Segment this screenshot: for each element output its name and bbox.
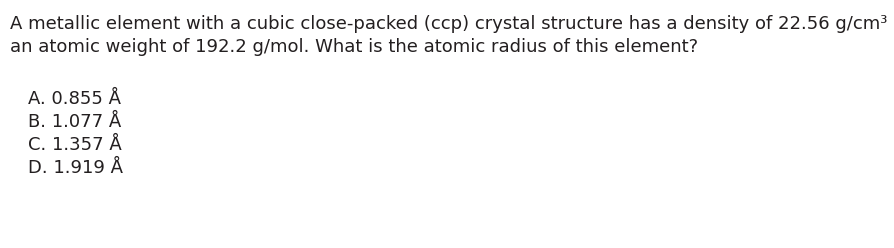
Text: A metallic element with a cubic close-packed (ccp) crystal structure has a densi: A metallic element with a cubic close-pa… bbox=[10, 15, 894, 33]
Text: A. 0.855 Å: A. 0.855 Å bbox=[28, 90, 121, 108]
Text: B. 1.077 Å: B. 1.077 Å bbox=[28, 113, 121, 131]
Text: an atomic weight of 192.2 g/mol. What is the atomic radius of this element?: an atomic weight of 192.2 g/mol. What is… bbox=[10, 38, 697, 56]
Text: C. 1.357 Å: C. 1.357 Å bbox=[28, 136, 122, 154]
Text: D. 1.919 Å: D. 1.919 Å bbox=[28, 159, 122, 177]
